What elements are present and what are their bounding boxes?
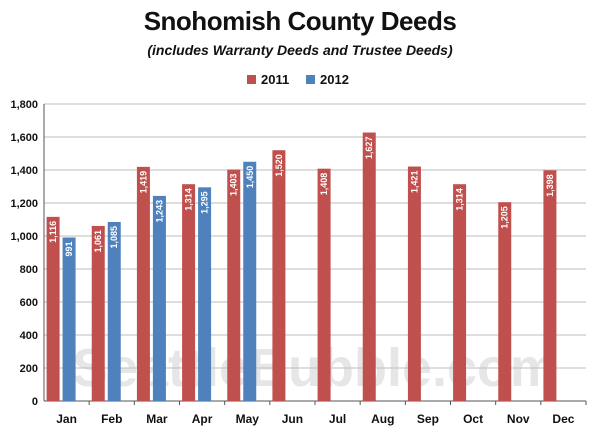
legend-label-2012: 2012 [320, 72, 349, 87]
bar-2011-Feb [91, 225, 105, 401]
x-tick-label: May [236, 412, 260, 426]
y-tick-label: 600 [20, 297, 38, 309]
data-label-2011-Sep: 1,421 [409, 171, 419, 194]
data-label-2012-Jan: 991 [64, 241, 74, 256]
bar-2012-Apr [198, 187, 212, 401]
bar-2011-Jan [46, 216, 60, 401]
data-label-2011-Aug: 1,627 [364, 137, 374, 160]
y-tick-label: 1,800 [10, 99, 38, 111]
data-label-2011-Mar: 1,419 [138, 171, 148, 194]
data-label-2011-Oct: 1,314 [455, 188, 465, 211]
legend-swatch-2012 [306, 75, 315, 84]
data-label-2011-Apr: 1,314 [184, 188, 194, 211]
chart-subtitle: (includes Warranty Deeds and Trustee Dee… [147, 42, 453, 58]
x-tick-label: Sep [417, 412, 439, 426]
bar-2011-Jul [317, 168, 331, 401]
y-tick-label: 800 [20, 264, 38, 276]
y-tick-label: 1,600 [10, 132, 38, 144]
x-tick-label: Nov [507, 412, 530, 426]
bar-2011-Nov [498, 202, 512, 401]
bar-2011-May [227, 169, 241, 401]
bar-2011-Aug [362, 132, 376, 402]
legend-label-2011: 2011 [261, 72, 289, 87]
data-label-2011-Jul: 1,408 [319, 173, 329, 196]
x-tick-label: Mar [146, 412, 168, 426]
bar-2011-Apr [182, 184, 196, 401]
data-label-2011-Jan: 1,116 [48, 221, 58, 243]
data-label-2012-May: 1,450 [245, 166, 255, 189]
data-label-2012-Mar: 1,243 [154, 200, 164, 223]
y-tick-label: 400 [20, 330, 38, 342]
x-tick-label: Dec [552, 412, 574, 426]
data-label-2011-Nov: 1,205 [500, 206, 510, 229]
x-tick-label: Feb [101, 412, 122, 426]
x-tick-label: Jun [282, 412, 303, 426]
x-tick-label: Oct [463, 412, 483, 426]
legend-swatch-2011 [247, 75, 256, 84]
bar-2012-Jan [62, 237, 76, 401]
bar-2012-Feb [107, 221, 121, 401]
y-tick-label: 1,000 [10, 231, 38, 243]
x-tick-label: Aug [371, 412, 394, 426]
y-tick-label: 0 [32, 396, 38, 408]
x-tick-label: Apr [192, 412, 213, 426]
bar-2011-Mar [136, 166, 150, 401]
bar-2011-Sep [407, 166, 421, 401]
y-tick-label: 200 [20, 363, 38, 375]
bar-2011-Oct [453, 184, 467, 401]
x-tick-label: Jul [329, 412, 346, 426]
y-tick-label: 1,400 [10, 165, 38, 177]
data-label-2012-Apr: 1,295 [200, 191, 210, 214]
y-tick-label: 1,200 [10, 198, 38, 210]
bar-2012-Mar [152, 195, 166, 401]
chart-title: Snohomish County Deeds [143, 6, 457, 36]
data-label-2011-Feb: 1,061 [93, 230, 103, 253]
bar-2011-Dec [543, 170, 557, 401]
bar-2011-Jun [272, 150, 286, 401]
data-label-2011-Dec: 1,398 [545, 174, 555, 197]
data-label-2011-May: 1,403 [229, 174, 239, 197]
bar-2012-May [243, 161, 257, 401]
data-label-2011-Jun: 1,520 [274, 154, 284, 177]
x-tick-label: Jan [56, 412, 77, 426]
data-label-2012-Feb: 1,085 [109, 226, 119, 249]
